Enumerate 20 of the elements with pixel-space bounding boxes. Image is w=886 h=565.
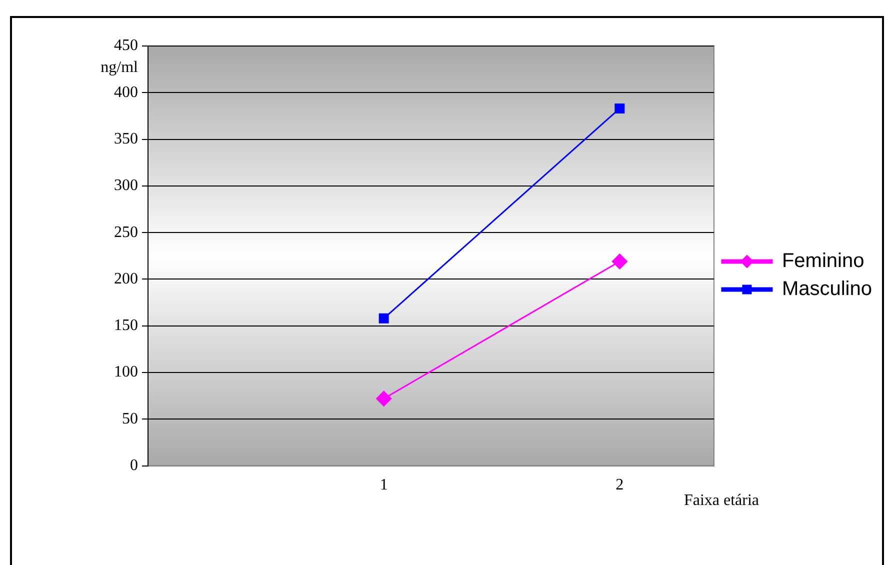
y-tick-label: 400	[114, 84, 138, 101]
point	[614, 104, 625, 114]
y-tick-label: 200	[114, 270, 138, 288]
legend-label: Masculino	[782, 278, 872, 300]
legend-label: Feminino	[782, 250, 864, 272]
x-tick-label: 2	[616, 476, 624, 494]
y-tick-label: 100	[114, 364, 138, 381]
point	[612, 254, 628, 270]
y-tick-label: 50	[122, 410, 138, 428]
y-tick-label: 350	[114, 130, 138, 148]
x-tick-label: 1	[380, 476, 388, 494]
y-tick-label: 0	[130, 457, 138, 474]
y-tick-label: 450	[114, 37, 138, 54]
y-tick-label: 150	[114, 317, 138, 334]
x-axis-title: Faixa etária	[684, 492, 760, 510]
y-tick-label: 250	[114, 224, 138, 241]
y-tick-label: 300	[114, 177, 138, 194]
point	[376, 390, 392, 406]
y-axis-title: ng/ml	[100, 59, 139, 76]
point	[378, 313, 389, 324]
